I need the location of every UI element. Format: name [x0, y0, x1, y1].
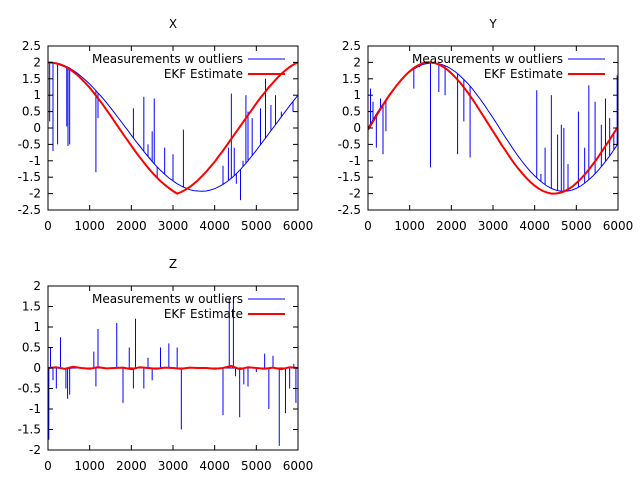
x-tick-label: 1000 [394, 219, 425, 233]
x-tick-label: 2000 [116, 219, 147, 233]
y-tick-label: 0 [353, 121, 361, 135]
chart-panel-y: Y 0 1000 2000 3000 4000 5000 6000 -2.5 -2 -1.5 -1 -0… [338, 17, 634, 233]
chart-panel-x: X 0 1000 2000 3000 4000 5000 6000 -2.5 -2 -1.5 -1 -0… [18, 17, 314, 233]
y-tick-label: -0.5 [18, 137, 41, 151]
x-tick-label: 3000 [478, 219, 509, 233]
x-tick-label: 3000 [158, 219, 189, 233]
x-tick-label: 1000 [74, 219, 105, 233]
x-tick-label: 5000 [561, 219, 592, 233]
y-tick-label: -2.5 [338, 203, 361, 217]
x-tick-label: 0 [44, 459, 52, 473]
y-tick-label: 0.5 [22, 341, 41, 355]
legend-label: EKF Estimate [164, 67, 243, 81]
chart-title: Y [488, 17, 497, 31]
x-tick-label: 5000 [241, 219, 272, 233]
series-measurements [368, 62, 618, 192]
x-tick-label: 5000 [241, 459, 272, 473]
y-tick-label: -1 [29, 402, 41, 416]
legend-label: Measurements w outliers [412, 52, 563, 66]
y-tick-label: 2 [353, 55, 361, 69]
y-tick-label: -0.5 [338, 137, 361, 151]
y-tick-label: -1 [349, 154, 361, 168]
ekf-line [368, 61, 618, 195]
x-tick-label: 4000 [199, 459, 230, 473]
chart-panel-z: Z 0 1000 2000 3000 4000 5000 6000 -2 -1.5 -1 -0.5 0 0… [18, 257, 314, 473]
legend-label: Measurements w outliers [92, 292, 243, 306]
y-tick-label: -1 [29, 154, 41, 168]
y-tick-label: 1.5 [22, 300, 41, 314]
y-tick-label: -2.5 [18, 203, 41, 217]
plot-area [48, 61, 298, 201]
x-tick-label: 6000 [283, 219, 314, 233]
plot-area [368, 61, 618, 195]
plot-area [48, 298, 298, 446]
y-tick-label: 2.5 [22, 39, 41, 53]
y-tick-label: 1 [33, 88, 41, 102]
chart-title: Z [169, 257, 177, 271]
y-tick-label: 1 [33, 320, 41, 334]
y-tick-label: 1.5 [22, 72, 41, 86]
y-tick-label: 0.5 [342, 105, 361, 119]
y-tick-label: -1.5 [338, 170, 361, 184]
x-tick-label: 6000 [283, 459, 314, 473]
series-ekf-estimate [48, 61, 298, 195]
y-tick-label: 0 [33, 121, 41, 135]
y-tick-label: -0.5 [18, 382, 41, 396]
series-ekf-estimate [368, 61, 618, 195]
y-tick-label: -1.5 [18, 170, 41, 184]
chart-title: X [169, 17, 177, 31]
x-tick-label: 2000 [116, 459, 147, 473]
y-tick-label: -2 [29, 187, 41, 201]
x-tick-label: 6000 [603, 219, 634, 233]
series-ekf-estimate [48, 364, 298, 371]
y-tick-label: -2 [349, 187, 361, 201]
ekf-line [48, 61, 298, 195]
y-tick-label: 2.5 [342, 39, 361, 53]
x-tick-label: 4000 [519, 219, 550, 233]
y-tick-label: 0 [33, 361, 41, 375]
y-tick-label: 0.5 [22, 105, 41, 119]
x-tick-label: 0 [364, 219, 372, 233]
y-tick-label: -2 [29, 443, 41, 457]
legend-label: EKF Estimate [484, 67, 563, 81]
x-tick-label: 2000 [436, 219, 467, 233]
y-tick-label: 2 [33, 55, 41, 69]
series-measurements [48, 61, 298, 201]
ekf-line [48, 364, 298, 371]
x-tick-label: 0 [44, 219, 52, 233]
y-tick-label: 1 [353, 88, 361, 102]
y-tick-label: 1.5 [342, 72, 361, 86]
x-tick-label: 3000 [158, 459, 189, 473]
measurement-line [368, 62, 618, 192]
y-tick-label: -1.5 [18, 423, 41, 437]
legend-label: EKF Estimate [164, 307, 243, 321]
y-tick-label: 2 [33, 279, 41, 293]
x-tick-label: 4000 [199, 219, 230, 233]
x-tick-label: 1000 [74, 459, 105, 473]
legend-label: Measurements w outliers [92, 52, 243, 66]
